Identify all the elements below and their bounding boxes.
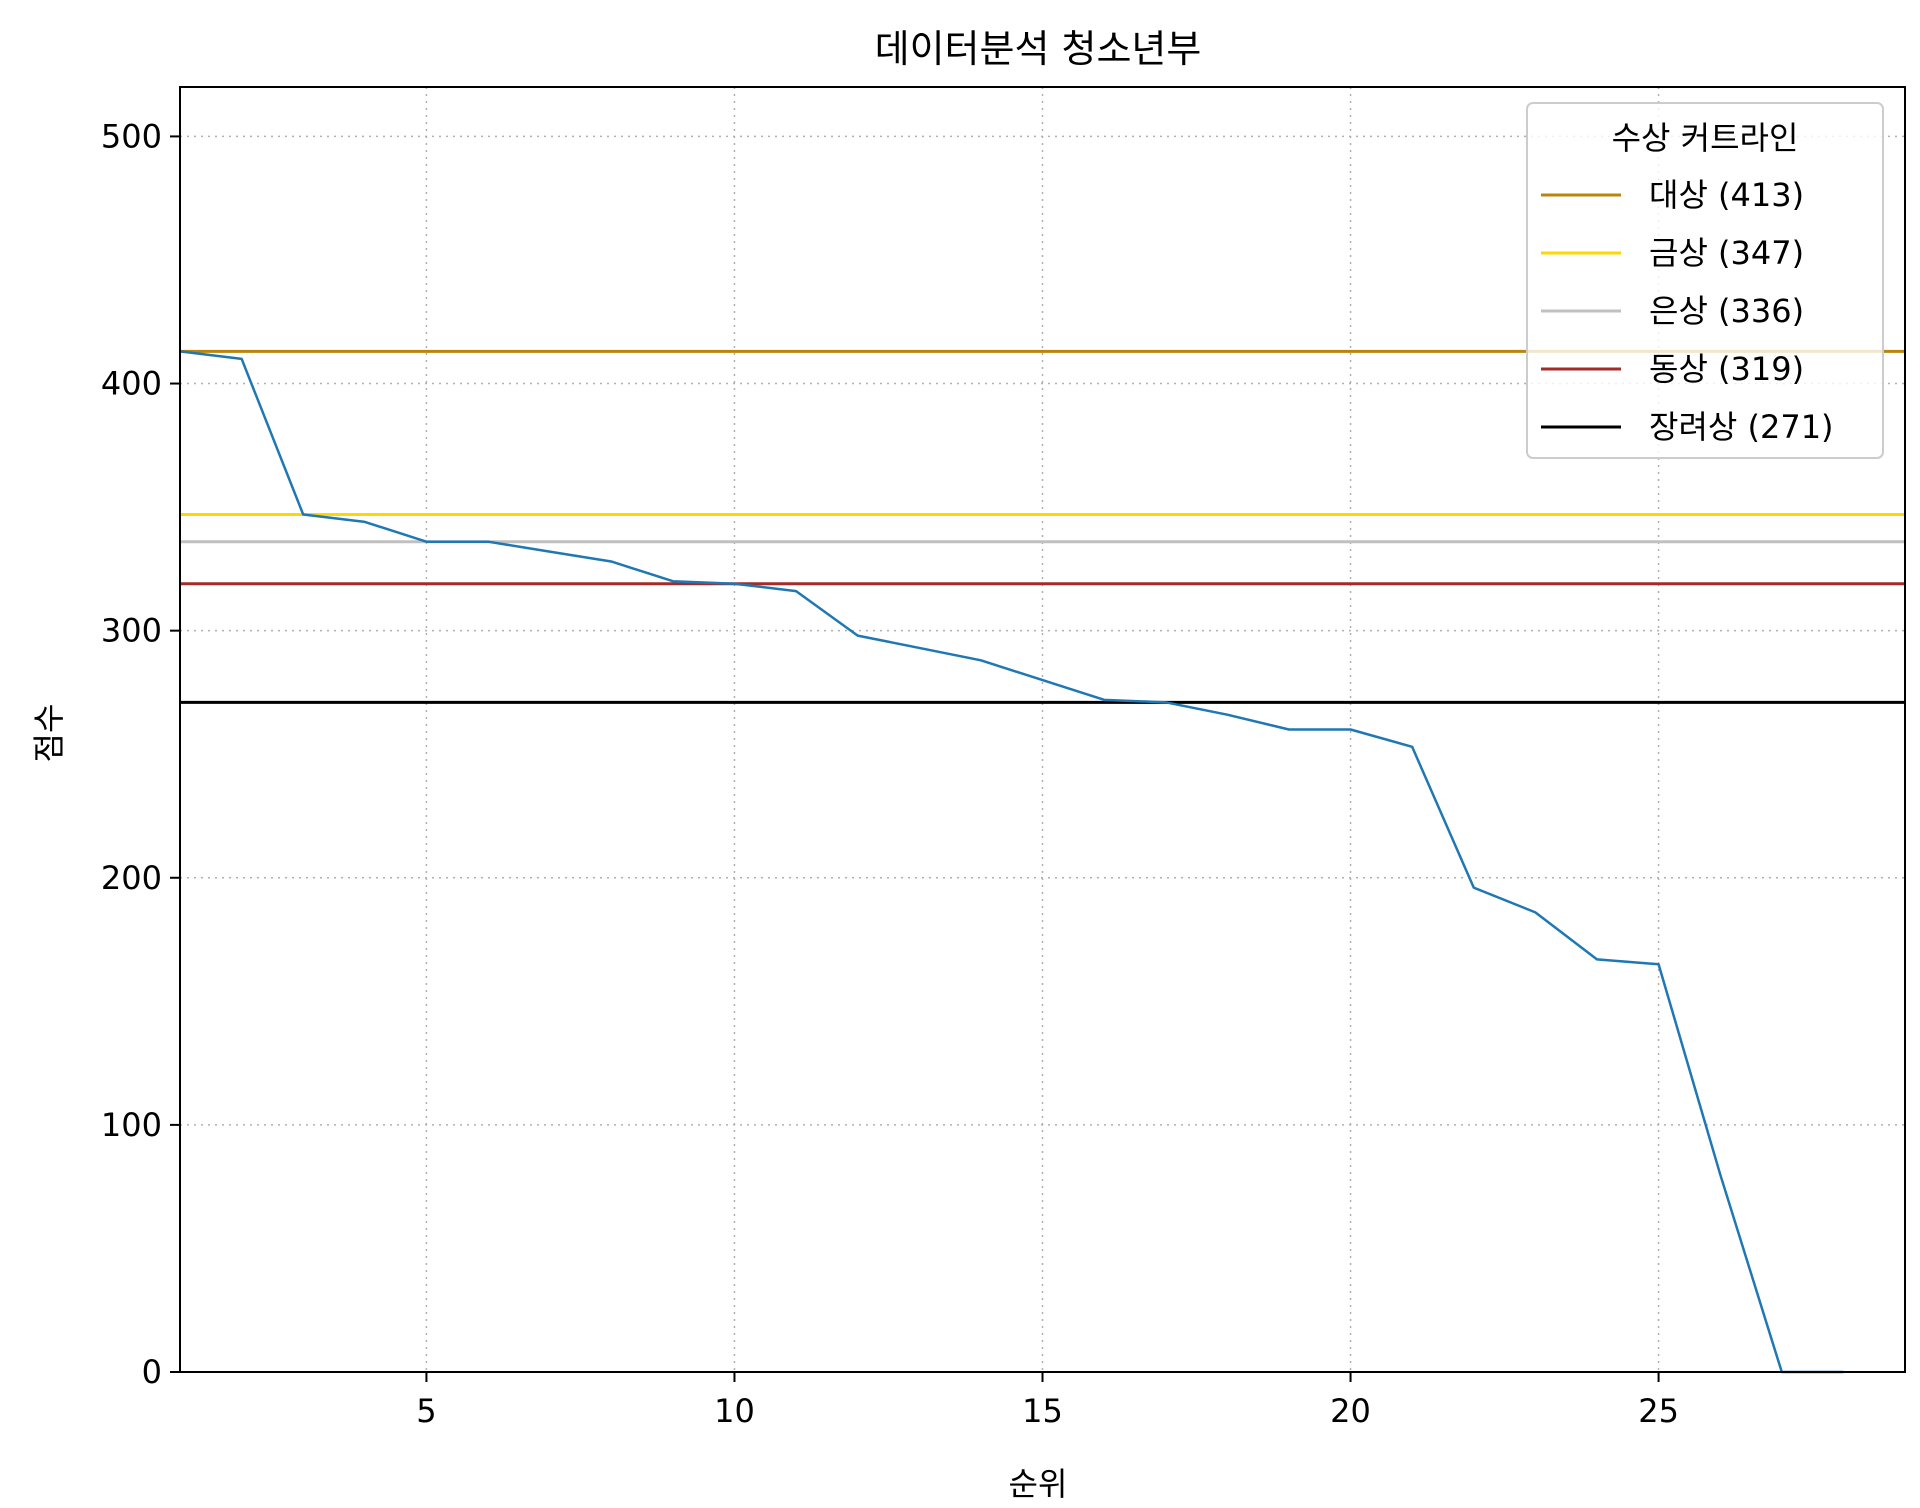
y-tick-label: 400 — [101, 365, 162, 403]
y-tick-label: 500 — [101, 117, 162, 155]
legend: 수상 커트라인 대상 (413) 금상 (347) 은상 (336) 동상 (319)… — [1526, 102, 1884, 459]
score-point — [1103, 699, 1105, 701]
score-point — [1472, 886, 1475, 889]
legend-label: 대상 (413) — [1649, 176, 1804, 214]
score-point — [240, 358, 243, 360]
score-point — [1596, 958, 1598, 961]
score-point — [302, 513, 305, 516]
score-point — [795, 590, 797, 592]
legend-label: 동상 (319) — [1649, 350, 1804, 388]
x-tick-label: 10 — [714, 1392, 755, 1430]
score-point — [1657, 963, 1660, 966]
score-point — [1226, 713, 1229, 716]
y-tick-label: 0 — [142, 1353, 162, 1391]
score-point — [1041, 679, 1044, 681]
score-point — [1534, 911, 1537, 914]
score-point — [856, 634, 859, 637]
score-point — [425, 540, 428, 543]
chart-title: 데이터분석 청소년부 — [875, 27, 1202, 71]
x-tick-label: 25 — [1638, 1392, 1679, 1430]
score-point — [672, 580, 674, 583]
score-point — [918, 647, 921, 649]
y-tick-label: 300 — [101, 612, 162, 650]
score-point — [1349, 728, 1352, 731]
series-layer — [179, 350, 1845, 1374]
legend-label: 은상 (336) — [1649, 292, 1804, 330]
score-point — [1411, 745, 1413, 748]
score-point — [980, 659, 982, 662]
x-axis-label: 순위 — [1009, 1465, 1068, 1503]
x-tick-label: 15 — [1022, 1392, 1063, 1430]
legend-label: 금상 (347) — [1649, 234, 1804, 272]
score-point — [364, 521, 366, 523]
y-axis: 0 100 200 300 400 500 — [101, 117, 180, 1391]
y-axis-label: 점수 — [30, 704, 68, 763]
legend-title: 수상 커트라인 — [1612, 119, 1799, 157]
y-tick-label: 200 — [101, 859, 162, 897]
score-point — [1164, 701, 1167, 704]
score-point — [548, 550, 551, 553]
score-line — [179, 350, 1844, 1374]
x-tick-label: 5 — [416, 1392, 436, 1430]
score-point — [1719, 1173, 1721, 1176]
x-tick-label: 20 — [1330, 1392, 1371, 1430]
score-point — [487, 540, 489, 543]
legend-label: 장려상 (271) — [1649, 408, 1834, 446]
y-tick-label: 100 — [101, 1106, 162, 1144]
score-point — [733, 582, 736, 585]
score-point — [610, 560, 613, 563]
x-axis: 5 10 15 20 25 — [416, 1372, 1679, 1430]
legend-entries: 대상 (413) 금상 (347) 은상 (336) 동상 (319) 장려상 (271… — [1541, 176, 1834, 446]
score-point — [1288, 728, 1290, 731]
